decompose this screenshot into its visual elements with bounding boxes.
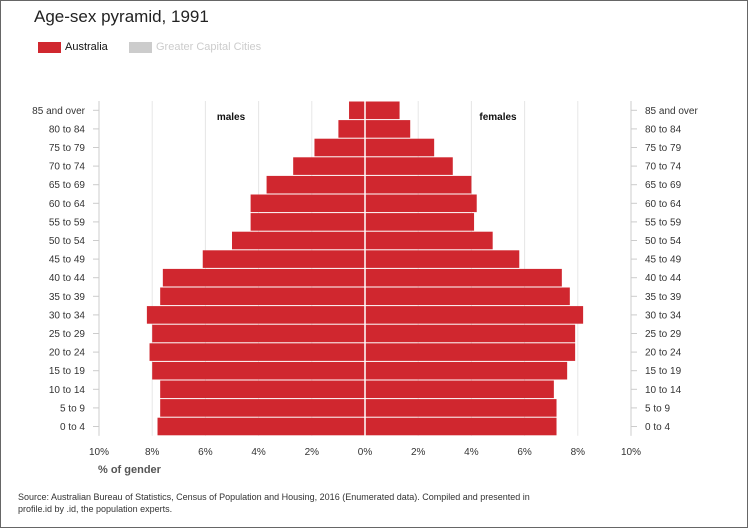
bar-male [338, 120, 365, 138]
age-label-left: 75 to 79 [49, 143, 86, 154]
bar-male [152, 324, 365, 343]
bar-female [365, 287, 570, 306]
bar-male [160, 380, 365, 399]
legend-label-greater-capital-cities: Greater Capital Cities [156, 41, 262, 53]
x-tick-label: 4% [464, 447, 479, 458]
bar-male [250, 213, 365, 231]
age-label-right: 25 to 29 [645, 329, 682, 340]
bar-female [365, 343, 576, 361]
age-label-right: 5 to 9 [645, 403, 670, 414]
x-tick-label: 0% [358, 447, 373, 458]
x-tick-label: 8% [571, 447, 586, 458]
bar-female [365, 268, 562, 287]
bar-female [365, 380, 554, 399]
legend-swatch-greater-capital-cities [129, 42, 152, 53]
age-label-left: 60 to 64 [49, 199, 86, 210]
bar-female [365, 361, 568, 380]
bar-female [365, 324, 576, 343]
age-label-left: 80 to 84 [49, 124, 86, 135]
age-label-left: 5 to 9 [60, 403, 85, 414]
age-label-right: 75 to 79 [645, 143, 682, 154]
age-label-right: 55 to 59 [645, 217, 682, 228]
age-label-left: 50 to 54 [49, 236, 86, 247]
x-tick-label: 2% [305, 447, 320, 458]
age-label-right: 40 to 44 [645, 273, 682, 284]
age-label-left: 65 to 69 [49, 180, 86, 191]
bar-female [365, 138, 435, 157]
age-label-right: 20 to 24 [645, 348, 682, 359]
bar-male [314, 138, 365, 157]
x-axis-label: % of gender [98, 464, 162, 476]
age-label-right: 60 to 64 [645, 199, 682, 210]
bar-female [365, 417, 557, 436]
age-label-right: 85 and over [645, 106, 698, 117]
age-label-left: 35 to 39 [49, 292, 86, 303]
age-label-left: 30 to 34 [49, 310, 86, 321]
bar-male [160, 399, 365, 417]
age-label-left: 25 to 29 [49, 329, 86, 340]
x-tick-label: 6% [517, 447, 532, 458]
bar-male [162, 268, 365, 287]
age-label-right: 30 to 34 [645, 310, 682, 321]
bar-male [157, 417, 365, 436]
age-label-left: 70 to 74 [49, 162, 86, 173]
x-tick-label: 2% [411, 447, 426, 458]
age-label-right: 50 to 54 [645, 236, 682, 247]
bar-male [149, 343, 365, 361]
x-tick-label: 6% [198, 447, 213, 458]
legend-label-australia: Australia [65, 41, 108, 53]
age-label-left: 85 and over [32, 106, 85, 117]
bar-male [152, 361, 365, 380]
age-label-left: 20 to 24 [49, 348, 86, 359]
age-label-left: 10 to 14 [49, 385, 86, 396]
bar-female [365, 306, 584, 324]
bar-female [365, 157, 453, 175]
bar-male [266, 175, 365, 194]
x-tick-label: 10% [621, 447, 641, 458]
bar-female [365, 399, 557, 417]
x-tick-label: 4% [251, 447, 266, 458]
bar-female [365, 194, 477, 213]
bar-male [146, 306, 365, 324]
legend-swatch-australia [38, 42, 61, 53]
age-label-left: 0 to 4 [60, 422, 85, 433]
age-label-right: 10 to 14 [645, 385, 682, 396]
bar-female [365, 213, 475, 231]
age-label-right: 0 to 4 [645, 422, 670, 433]
age-label-right: 15 to 19 [645, 366, 682, 377]
x-tick-label: 8% [145, 447, 160, 458]
side-label-males: males [217, 112, 246, 123]
age-label-right: 35 to 39 [645, 292, 682, 303]
age-label-right: 80 to 84 [645, 124, 682, 135]
source-note: Source: Australian Bureau of Statistics,… [18, 492, 530, 514]
bar-male [293, 157, 365, 175]
chart-title: Age-sex pyramid, 1991 [34, 7, 209, 26]
age-label-right: 65 to 69 [645, 180, 682, 191]
x-tick-label: 10% [89, 447, 109, 458]
bar-male [160, 287, 365, 306]
bar-female [365, 175, 472, 194]
bar-male [232, 231, 365, 250]
age-label-left: 45 to 49 [49, 255, 86, 266]
bar-female [365, 101, 400, 120]
bar-male [250, 194, 365, 213]
bar-female [365, 120, 411, 138]
bar-female [365, 231, 493, 250]
side-label-females: females [479, 112, 517, 123]
bar-male [202, 250, 365, 268]
bar-male [349, 101, 365, 120]
age-label-left: 55 to 59 [49, 217, 86, 228]
age-label-left: 15 to 19 [49, 366, 86, 377]
age-label-left: 40 to 44 [49, 273, 86, 284]
age-label-right: 45 to 49 [645, 255, 682, 266]
age-label-right: 70 to 74 [645, 162, 682, 173]
bar-female [365, 250, 520, 268]
